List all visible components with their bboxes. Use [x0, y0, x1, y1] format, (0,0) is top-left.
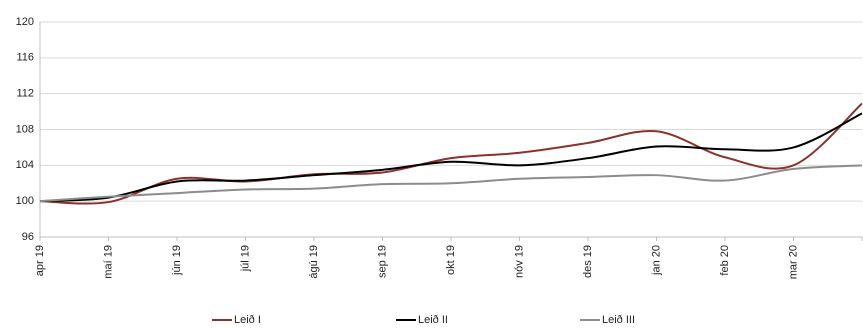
y-tick-label: 100: [16, 195, 34, 207]
x-tick-label: mar 20: [787, 245, 799, 279]
x-tick-label: des 19: [582, 245, 594, 278]
y-tick-label: 120: [16, 16, 34, 28]
series-line: [39, 112, 863, 203]
x-tick-label: nóv 19: [513, 245, 525, 278]
y-tick-label: 96: [22, 231, 34, 243]
x-tick-label: apr 19: [34, 245, 46, 276]
x-tick-label: maí 19: [102, 245, 114, 279]
legend-label: Leið II: [418, 314, 448, 326]
y-tick-label: 104: [16, 159, 34, 171]
x-tick-label: jún 19: [171, 245, 183, 276]
y-tick-label: 116: [16, 52, 34, 64]
legend-label: Leið I: [234, 314, 261, 326]
x-tick-label: feb 20: [719, 245, 731, 276]
x-tick-label: ágú 19: [308, 245, 320, 279]
x-tick-label: júl 19: [239, 245, 251, 272]
y-tick-label: 108: [16, 123, 34, 135]
x-tick-label: jan 20: [650, 245, 662, 276]
x-tick-label: okt 19: [445, 245, 457, 275]
y-tick-label: 112: [16, 88, 34, 100]
legend-label: Leið III: [602, 314, 635, 326]
x-tick-label: sep 19: [376, 245, 388, 278]
series-line: [39, 102, 863, 205]
series-line: [39, 164, 863, 203]
